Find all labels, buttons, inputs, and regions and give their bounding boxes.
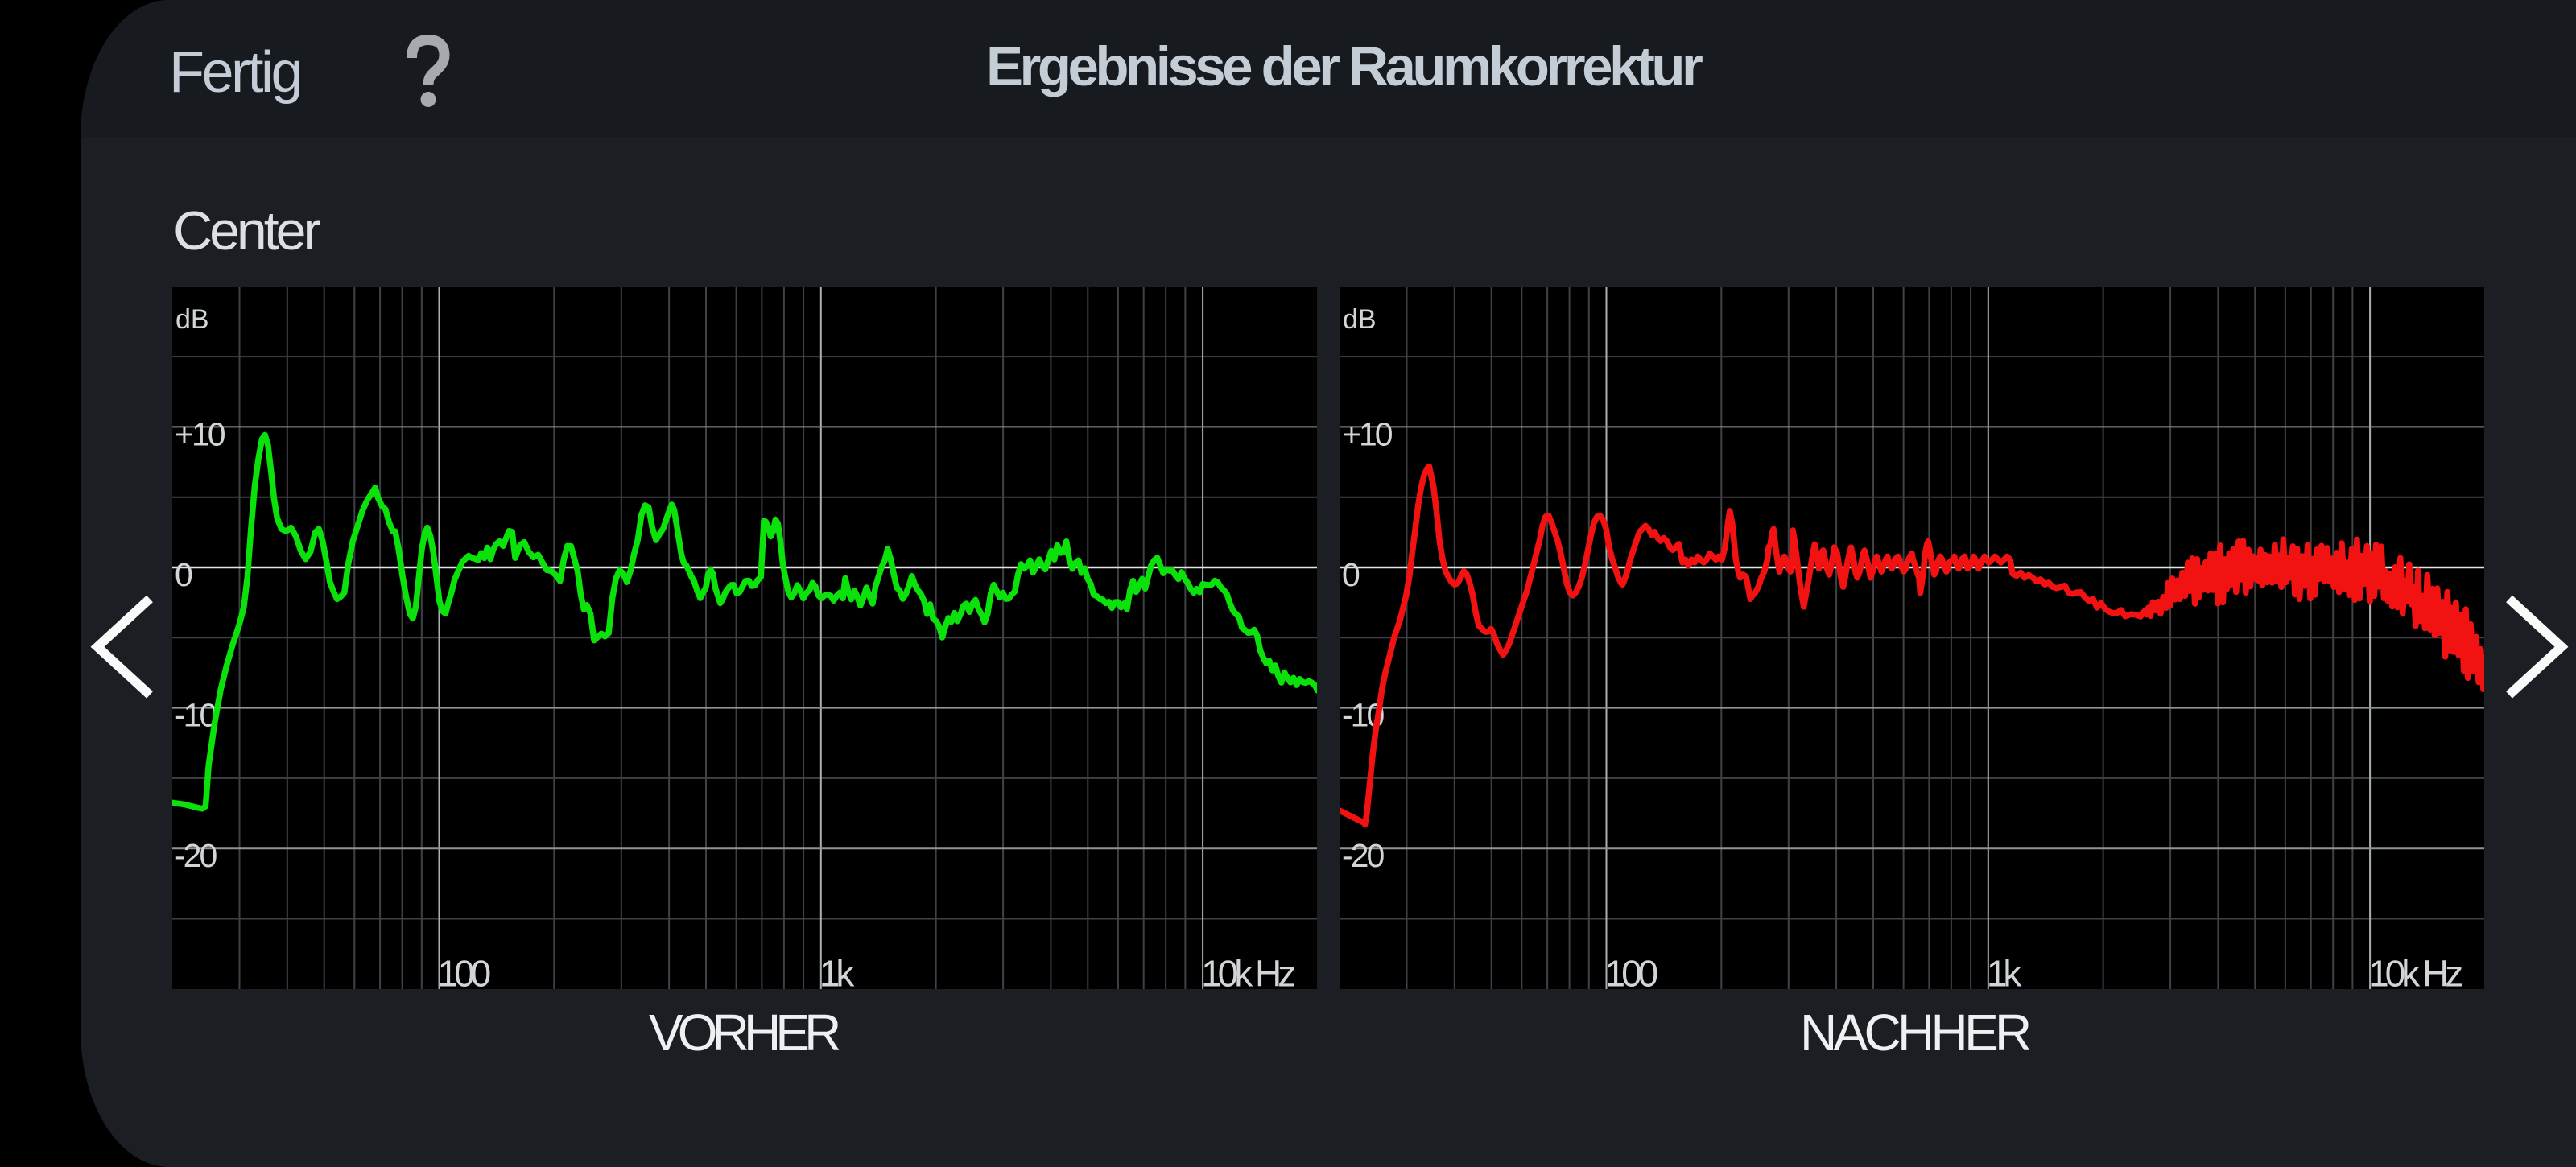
svg-text:dB: dB xyxy=(175,304,209,335)
svg-text:100: 100 xyxy=(438,953,490,990)
svg-text:-10: -10 xyxy=(175,697,217,734)
svg-text:+10: +10 xyxy=(1342,415,1393,452)
svg-text:-20: -20 xyxy=(1342,837,1384,874)
svg-text:1k: 1k xyxy=(1987,953,2023,990)
svg-text:dB: dB xyxy=(1343,304,1377,335)
svg-text:100: 100 xyxy=(1605,953,1657,990)
svg-text:10k Hz: 10k Hz xyxy=(1201,953,1294,990)
svg-text:10k Hz: 10k Hz xyxy=(2368,953,2462,990)
svg-text:0: 0 xyxy=(175,556,192,593)
svg-text:0: 0 xyxy=(1342,556,1360,593)
svg-text:1k: 1k xyxy=(819,953,856,990)
svg-text:-20: -20 xyxy=(175,837,217,874)
svg-text:+10: +10 xyxy=(175,415,225,452)
